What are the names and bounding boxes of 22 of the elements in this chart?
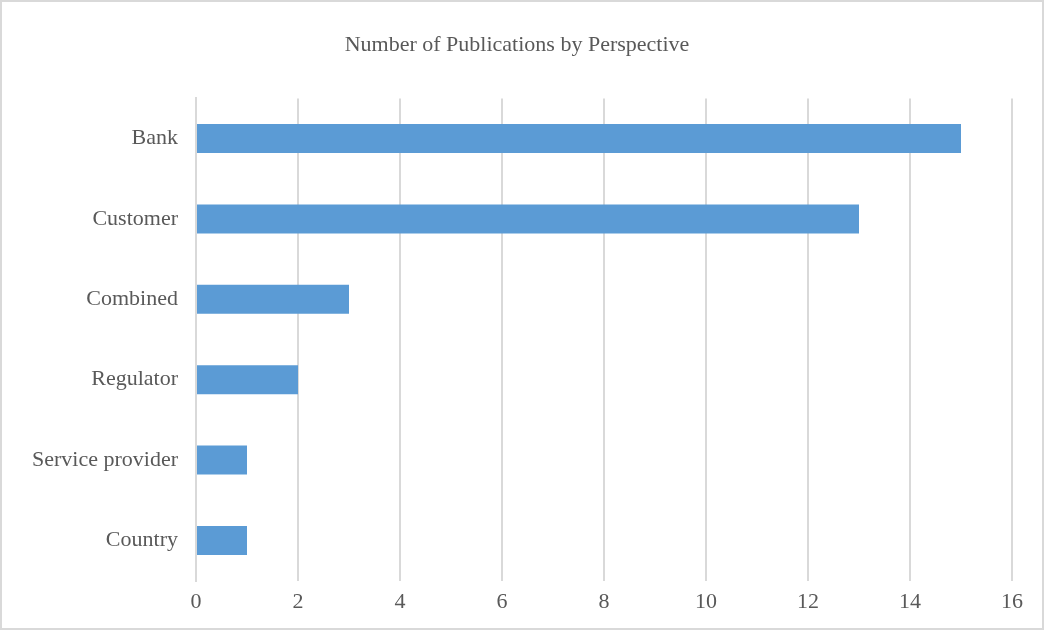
x-tick-label: 4: [394, 587, 406, 613]
x-tick-label: 8: [598, 587, 610, 613]
y-tick-label: Combined: [86, 285, 178, 311]
x-tick-label: 14: [899, 587, 921, 613]
y-tick-label: Service provider: [32, 445, 179, 471]
chart-title: Number of Publications by Perspective: [344, 30, 690, 56]
x-tick-label: 12: [797, 587, 819, 613]
x-tick-label: 16: [1001, 587, 1023, 613]
bar: [197, 284, 349, 314]
x-tick-label: 2: [292, 587, 304, 613]
bar: [197, 124, 961, 154]
y-tick-label: Bank: [131, 124, 178, 150]
y-tick-label: Customer: [92, 204, 179, 230]
bar: [197, 445, 247, 475]
y-tick-label: Regulator: [91, 365, 179, 391]
bar: [197, 365, 298, 395]
bar: [197, 525, 247, 555]
bar: [197, 204, 859, 234]
x-tick-label: 10: [695, 587, 717, 613]
x-tick-label: 0: [190, 587, 202, 613]
x-tick-label: 6: [496, 587, 508, 613]
y-tick-label: Country: [105, 526, 178, 552]
